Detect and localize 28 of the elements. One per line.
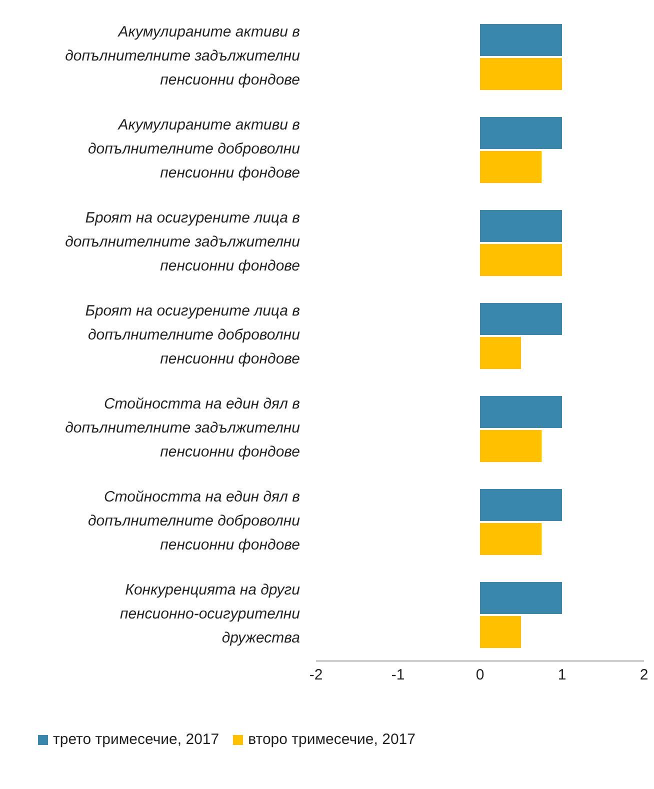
bar (480, 582, 562, 614)
y-tick-label: Стойността на един дял в допълнителните доброволни пенсионни фондове (88, 488, 301, 554)
x-tick-label: -1 (391, 666, 405, 684)
bar (480, 117, 562, 149)
bar (480, 337, 521, 369)
legend-label: второ тримесечие, 2017 (247, 731, 416, 748)
y-tick-label: Броят на осигурените лица в допълнителните задължителни пенсионни фондове (65, 209, 301, 274)
bar (480, 616, 521, 648)
bar (480, 244, 562, 276)
y-tick-label: Акумулираните активи в допълнителните доброволни пенсионни фондове (88, 116, 301, 182)
bar (480, 210, 562, 242)
x-tick-label: 1 (558, 666, 566, 684)
y-tick-label: Стойността на един дял в допълнителните задължителни пенсионни фондове (65, 395, 301, 460)
bar (480, 430, 542, 462)
y-tick-label: Конкуренцията на други пенсионно-осигурителни дружества (120, 581, 301, 646)
bar (480, 523, 542, 555)
x-tick-label: -2 (309, 666, 323, 684)
legend-label: трето тримесечие, 2017 (52, 731, 220, 748)
bar (480, 489, 562, 521)
bar (480, 396, 562, 428)
bar (480, 58, 562, 90)
y-tick-label: Броят на осигурените лица в допълнителните доброволни пенсионни фондове (85, 302, 301, 368)
bar (480, 303, 562, 335)
y-tick-label: Акумулираните активи в допълнителните задължителни пенсионни фондове (65, 23, 301, 88)
bar (480, 151, 542, 183)
bar (480, 24, 562, 56)
x-tick-label: 2 (640, 666, 648, 684)
x-tick-label: 0 (476, 666, 484, 684)
